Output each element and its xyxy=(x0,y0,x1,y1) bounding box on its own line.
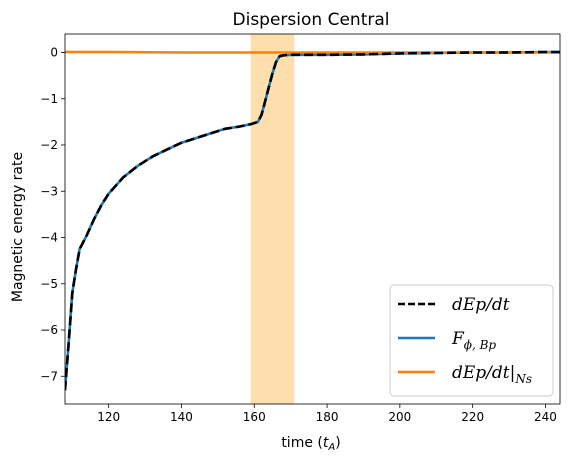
legend: dEp/dt Fϕ, Bp dEp/dt|Ns xyxy=(389,284,554,397)
legend-label: dEp/dt|Ns xyxy=(452,363,532,386)
series-line-depdt xyxy=(65,50,560,391)
series-line-depdt-ns xyxy=(65,50,560,54)
x-tick-label: 220 xyxy=(461,410,484,424)
y-tick-label: −4 xyxy=(40,231,58,245)
plot-area: 120 140 160 180 200 220 240 0 −1 −2 −3 −4 −5 −6 −7 xyxy=(40,33,561,424)
x-axis-label: time (tA) xyxy=(281,435,340,453)
x-tick-label: 240 xyxy=(534,410,557,424)
y-tick-label: −6 xyxy=(40,323,58,337)
y-tick-label: −2 xyxy=(40,138,58,152)
y-tick-label: 0 xyxy=(50,46,58,60)
shaded-region xyxy=(250,34,295,404)
x-tick-label: 120 xyxy=(97,410,120,424)
y-tick-label: −7 xyxy=(40,369,58,383)
chart-title: Dispersion Central xyxy=(233,10,390,30)
legend-label: dEp/dt xyxy=(452,295,510,315)
legend-label: Fϕ, Bp xyxy=(451,329,496,352)
y-tick-label: −1 xyxy=(40,92,58,106)
x-tick-label: 180 xyxy=(316,410,339,424)
legend-box xyxy=(389,284,554,397)
y-tick-label: −3 xyxy=(40,184,58,198)
axes-frame xyxy=(64,33,561,405)
x-tick-label: 160 xyxy=(243,410,266,424)
y-tick-label: −5 xyxy=(40,277,58,291)
x-tick-label: 200 xyxy=(388,410,411,424)
y-axis-label: Magnetic energy rate xyxy=(10,152,26,302)
x-tick-label: 140 xyxy=(170,410,193,424)
